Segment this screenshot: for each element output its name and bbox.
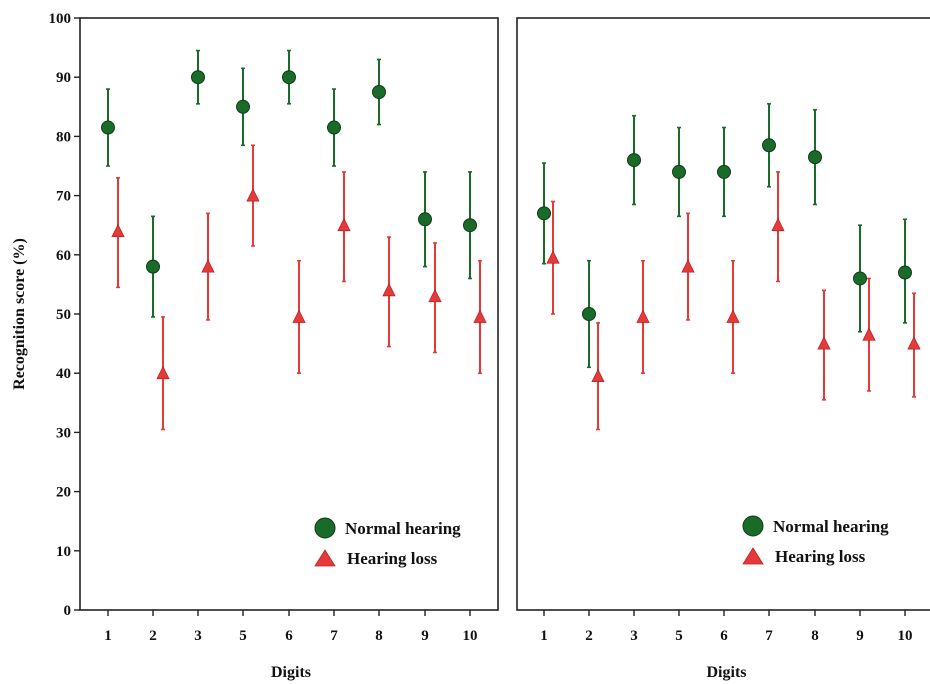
data-point-normal-hearing xyxy=(418,212,432,227)
data-point-hearing-loss xyxy=(111,223,125,238)
legend-marker-circle xyxy=(742,515,764,537)
data-point-hearing-loss xyxy=(771,217,785,232)
x-tick-label: 9 xyxy=(856,628,864,644)
y-tick-label: 100 xyxy=(49,11,72,27)
data-point-hearing-loss xyxy=(681,259,695,273)
data-point-normal-hearing xyxy=(372,85,386,99)
x-axis-title: Digits xyxy=(707,664,747,681)
data-point-hearing-loss xyxy=(907,336,921,350)
data-point-normal-hearing xyxy=(146,259,160,274)
x-tick-label: 9 xyxy=(421,628,429,644)
data-point-normal-hearing xyxy=(762,138,776,153)
data-point-normal-hearing xyxy=(853,271,867,286)
legend-label-normal-hearing: Normal hearing xyxy=(345,519,461,538)
x-tick-label: 2 xyxy=(585,628,593,644)
legend-marker-triangle xyxy=(314,549,336,567)
x-tick-label: 8 xyxy=(375,628,383,644)
data-point-hearing-loss xyxy=(382,282,396,297)
data-point-hearing-loss xyxy=(546,250,560,264)
data-point-normal-hearing xyxy=(327,120,341,135)
y-tick-label: 60 xyxy=(56,248,71,264)
data-point-normal-hearing xyxy=(672,164,686,179)
data-point-hearing-loss xyxy=(428,288,442,303)
data-point-normal-hearing xyxy=(463,218,477,233)
data-point-hearing-loss xyxy=(246,188,260,202)
data-point-hearing-loss xyxy=(292,309,306,323)
right-panel: 1 2 3 5 6 7 8 9 10 Digits Normal hearing Hearing lo… xyxy=(516,17,930,681)
data-point-hearing-loss xyxy=(817,336,831,350)
data-point-hearing-loss xyxy=(862,327,876,341)
x-tick-label: 7 xyxy=(330,628,338,644)
x-tick-label: 2 xyxy=(149,628,157,644)
data-point-hearing-loss xyxy=(726,309,740,323)
y-tick-label: 50 xyxy=(56,307,71,323)
data-point-normal-hearing xyxy=(582,307,596,321)
x-tick-label: 3 xyxy=(630,628,638,644)
data-point-normal-hearing xyxy=(898,265,912,280)
x-tick-label: 6 xyxy=(720,628,728,644)
y-axis-title: Recognition score (%) xyxy=(11,238,28,390)
y-tick-label: 90 xyxy=(56,70,71,86)
data-point-normal-hearing xyxy=(808,150,822,165)
data-point-hearing-loss xyxy=(591,368,605,383)
data-point-normal-hearing xyxy=(191,70,205,85)
legend-label-hearing-loss: Hearing loss xyxy=(775,547,866,566)
x-tick-label: 5 xyxy=(239,628,247,644)
data-point-hearing-loss xyxy=(473,309,487,323)
legend-marker-circle xyxy=(314,517,336,539)
y-tick-label: 80 xyxy=(56,129,71,145)
data-point-normal-hearing xyxy=(282,70,296,85)
legend-marker-triangle xyxy=(742,547,764,565)
y-tick-label: 70 xyxy=(56,189,71,205)
x-tick-label: 1 xyxy=(104,628,112,644)
data-point-hearing-loss xyxy=(156,365,170,380)
legend-label-hearing-loss: Hearing loss xyxy=(347,549,438,568)
legend-label-normal-hearing: Normal hearing xyxy=(773,517,889,536)
x-axis-title: Digits xyxy=(271,664,311,681)
x-tick-label: 10 xyxy=(898,628,913,644)
data-point-normal-hearing xyxy=(236,99,250,114)
data-point-normal-hearing xyxy=(627,153,641,168)
x-tick-label: 3 xyxy=(194,628,202,644)
data-point-normal-hearing xyxy=(537,206,551,221)
x-tick-label: 6 xyxy=(285,628,293,644)
y-tick-label: 40 xyxy=(56,366,71,382)
y-tick-label: 20 xyxy=(56,485,71,501)
data-point-hearing-loss xyxy=(337,217,351,232)
data-point-normal-hearing xyxy=(717,164,731,179)
data-point-normal-hearing xyxy=(101,120,115,135)
y-tick-label: 0 xyxy=(64,603,72,619)
x-tick-label: 7 xyxy=(765,628,773,644)
x-tick-label: 10 xyxy=(463,628,478,644)
y-tick-label: 30 xyxy=(56,425,71,441)
data-point-hearing-loss xyxy=(201,259,215,273)
x-tick-label: 5 xyxy=(675,628,683,644)
x-tick-label: 8 xyxy=(811,628,819,644)
x-tick-label: 1 xyxy=(540,628,548,644)
data-point-hearing-loss xyxy=(636,309,650,323)
left-panel: 0 10 20 30 40 50 60 70 80 90 100 Recognition score … xyxy=(11,11,499,681)
y-tick-label: 10 xyxy=(56,544,71,560)
